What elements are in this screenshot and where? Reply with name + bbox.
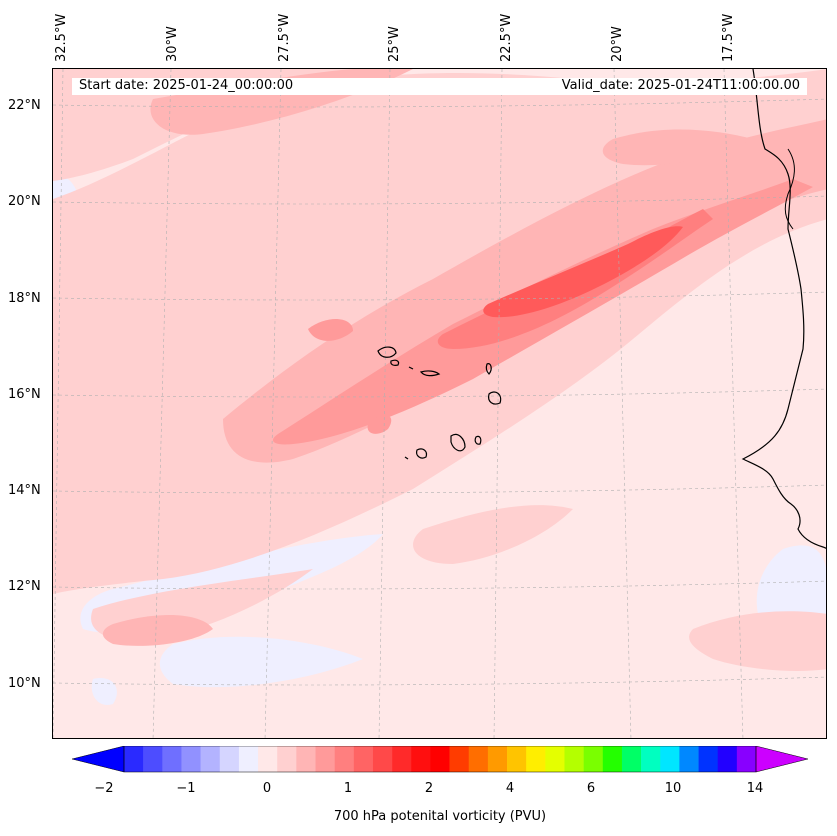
colorbar-segment (449, 746, 470, 772)
pv-contour-level-1 (53, 69, 353, 181)
pv-field (53, 69, 826, 738)
pv-contour-level-1 (413, 505, 573, 564)
africa-coastline (741, 69, 826, 549)
lat-label-20n: 20°N (8, 194, 41, 209)
pv-contour-level-3 (308, 319, 353, 341)
colorbar-segment (641, 746, 661, 772)
colorbar-segment (526, 746, 546, 772)
colorbar-segment (468, 746, 489, 772)
colorbar-segment (143, 746, 163, 772)
colorbar-segment (277, 746, 297, 772)
pv-contour-level-2 (602, 129, 753, 166)
lat-label-12n: 12°N (8, 579, 41, 594)
lon-label-32-5w: 32.5°W (54, 13, 69, 62)
colorbar-segment (660, 746, 680, 772)
island-boa-vista (488, 391, 502, 405)
cape-verde-islands (377, 346, 502, 460)
colorbar-segment (736, 746, 757, 772)
lon-label-27-5w: 27.5°W (277, 13, 292, 62)
lon-label-17-5w: 17.5°W (721, 13, 736, 62)
colorbar-segment (315, 746, 335, 772)
lat-label-18n: 18°N (8, 291, 41, 306)
colorbar-tick-2: 2 (424, 781, 434, 796)
colorbar-segment (411, 746, 431, 772)
island-sal (485, 363, 492, 375)
colorbar-segment (181, 746, 201, 772)
colorbar-right-arrow (755, 746, 809, 773)
colorbar-tick-4: 4 (505, 781, 515, 796)
colorbar-outline (123, 746, 757, 773)
colorbar-segment (698, 746, 718, 772)
colorbar-title: 700 hPa potenital vorticity (PVU) (333, 809, 547, 824)
colorbar-segment (219, 746, 240, 772)
colorbar-tick-10: 10 (664, 781, 682, 796)
colorbar-segment (583, 746, 604, 772)
colorbar (72, 746, 809, 773)
colorbar-segment (392, 746, 412, 772)
colorbar-segment (487, 746, 508, 772)
colorbar-tick-14: 14 (746, 781, 764, 796)
colorbar-segment (621, 746, 642, 772)
meridian (613, 69, 632, 738)
island-brava (404, 456, 409, 460)
meridian (53, 69, 64, 738)
lat-label-22n: 22°N (8, 98, 41, 113)
lon-label-25w: 25°W (387, 26, 402, 62)
map-panel (52, 68, 827, 739)
colorbar-tick-6: 6 (586, 781, 596, 796)
negative-pv-patch (756, 545, 826, 633)
island-sao-nicolau (419, 370, 441, 377)
meridian (378, 69, 391, 738)
negative-pv-patch (91, 678, 117, 705)
africa-coastline (784, 148, 795, 230)
island-fogo (416, 448, 428, 459)
island-sao-vicente (390, 359, 400, 366)
negative-pv-patch (159, 636, 363, 688)
lat-label-16n: 16°N (8, 387, 41, 402)
pv-contour-level-5 (483, 226, 683, 318)
lon-label-20w: 20°W (610, 26, 625, 62)
meridian (152, 69, 172, 738)
colorbar-segment (372, 746, 393, 772)
colorbar-tick-0: 0 (262, 781, 272, 796)
colorbar-left-arrow (72, 746, 125, 773)
colorbar-segment (258, 746, 278, 772)
lat-label-14n: 14°N (8, 483, 41, 498)
colorbar-segment (353, 746, 374, 772)
colorbar-segment (507, 746, 527, 772)
colorbar-tick-minus-1: −1 (176, 781, 196, 796)
start-date-text: Start date: 2025-01-24_00:00:00 (79, 78, 294, 93)
pv-contour-level-1 (689, 611, 826, 671)
gridlines (53, 69, 826, 738)
colorbar-segment (717, 746, 738, 772)
colorbar-segments (124, 746, 757, 772)
pv-contour-level-3 (367, 414, 392, 434)
island-maio (474, 435, 482, 445)
colorbar-tick-1: 1 (343, 781, 353, 796)
colorbar-segment (679, 746, 699, 772)
meridian (264, 69, 282, 738)
pv-contour-level-2 (102, 614, 213, 646)
colorbar-segment (124, 746, 144, 772)
lat-label-10n: 10°N (8, 676, 41, 691)
lon-label-22-5w: 22.5°W (499, 13, 514, 62)
colorbar-segment (602, 746, 623, 772)
meridian (723, 69, 744, 738)
date-info-box: Start date: 2025-01-24_00:00:00 Valid_da… (72, 78, 807, 95)
island-santiago (450, 433, 466, 452)
meridian (493, 69, 503, 738)
colorbar-segment (162, 746, 182, 772)
colorbar-segment (564, 746, 584, 772)
colorbar-tick-minus-2: −2 (94, 781, 114, 796)
lon-label-30w: 30°W (165, 26, 180, 62)
colorbar-segment (238, 746, 259, 772)
island-santo-antao (377, 346, 397, 358)
colorbar-segment (545, 746, 565, 772)
island-santa-luzia (408, 366, 414, 370)
colorbar-segment (430, 746, 450, 772)
valid-date-text: Valid_date: 2025-01-24T11:00:00.00 (561, 78, 800, 93)
colorbar-segment (200, 746, 221, 772)
colorbar-segment (296, 746, 316, 772)
colorbar-segment (334, 746, 355, 772)
